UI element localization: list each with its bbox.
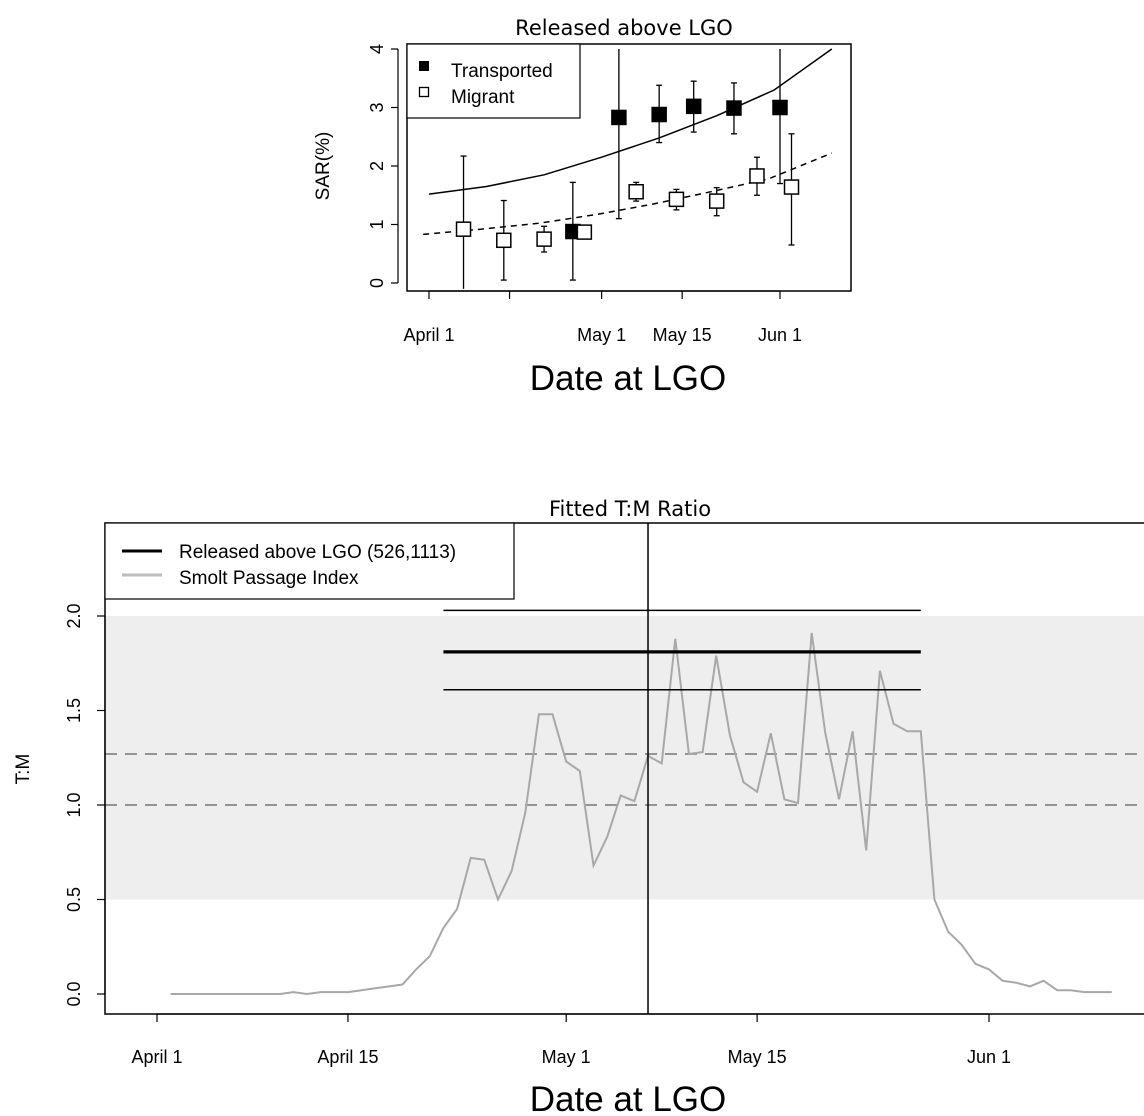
y-tick-label: 1.0	[64, 792, 84, 817]
y-tick-label: 0.0	[64, 981, 84, 1006]
x-tick-label: April 1	[403, 325, 454, 345]
legend-label-released: Released above LGO (526,1113)	[179, 542, 456, 563]
migrant-point	[628, 183, 644, 200]
migrant-point	[783, 179, 800, 195]
y-tick-label: 3	[367, 102, 387, 112]
tm-x-axis-label: Date at LGO	[530, 1080, 726, 1116]
x-tick-label: May 1	[542, 1047, 591, 1067]
sar-y-axis-label: SAR(%)	[313, 132, 334, 201]
x-tick-label: April 15	[317, 1047, 378, 1067]
sar-points	[455, 98, 800, 249]
migrant-point	[576, 224, 593, 240]
sar-fit-lines	[423, 48, 833, 236]
y-tick-label: 0	[367, 278, 387, 288]
transported-point	[611, 109, 627, 126]
sar-panel: Released above LGO Transported Migrant 0…	[313, 16, 852, 398]
transported-point	[685, 98, 702, 115]
y-tick-label: 4	[367, 44, 387, 54]
smolt-passage-index-line	[170, 632, 1112, 996]
migrant-point	[749, 168, 765, 184]
y-tick-label: 1	[367, 219, 387, 229]
migrant-fit-line	[423, 152, 833, 236]
x-tick-label: May 1	[577, 325, 626, 345]
tm-fitted-ratio	[443, 609, 921, 691]
x-tick-label: Jun 1	[758, 325, 802, 345]
x-tick-label: May 15	[728, 1047, 787, 1067]
migrant-point	[708, 193, 725, 209]
migrant-point	[455, 221, 472, 237]
transported-point	[726, 100, 742, 116]
tm-legend: Released above LGO (526,1113) Smolt Pass…	[104, 522, 515, 600]
tm-reference-lines	[105, 753, 1144, 806]
legend-open-square-icon	[418, 86, 430, 98]
tm-panel: Fitted T:M Ratio Released above LGO (526…	[13, 497, 1144, 1116]
tm-shaded-band	[105, 616, 1144, 900]
legend-label-spi: Smolt Passage Index	[179, 568, 359, 589]
sar-x-axis-label: Date at LGO	[530, 359, 726, 398]
tm-panel-title: Fitted T:M Ratio	[549, 497, 711, 521]
tm-x-axis: April 1 April 15 May 1 May 15 Jun 1	[131, 1013, 1011, 1067]
x-tick-label: May 15	[653, 325, 712, 345]
sar-x-axis: April 1 May 1 May 15 Jun 1	[403, 290, 802, 345]
y-tick-label: 0.5	[64, 887, 84, 912]
tm-y-axis-label: T:M	[13, 754, 34, 785]
migrant-point	[496, 232, 512, 249]
migrant-point	[536, 231, 552, 247]
legend-label-transported: Transported	[451, 61, 553, 82]
y-tick-label: 2.0	[64, 603, 84, 628]
sar-legend: Transported Migrant	[406, 43, 581, 119]
x-tick-label: Jun 1	[967, 1047, 1011, 1067]
tm-legend-box	[104, 522, 515, 600]
sar-panel-title: Released above LGO	[515, 16, 733, 40]
transported-fit-line	[428, 48, 833, 195]
y-tick-label: 2	[367, 161, 387, 171]
tm-y-axis: 0.0 0.5 1.0 1.5 2.0	[64, 603, 106, 1007]
sar-y-axis: 0 1 2 3 4	[367, 44, 399, 288]
legend-filled-square-icon	[419, 61, 429, 71]
x-tick-label: April 1	[131, 1047, 182, 1067]
transported-point	[772, 99, 788, 116]
sar-legend-box	[406, 43, 581, 119]
migrant-point	[668, 191, 685, 208]
y-tick-label: 1.5	[64, 698, 84, 723]
legend-label-migrant: Migrant	[451, 87, 515, 108]
transported-point	[651, 106, 667, 123]
